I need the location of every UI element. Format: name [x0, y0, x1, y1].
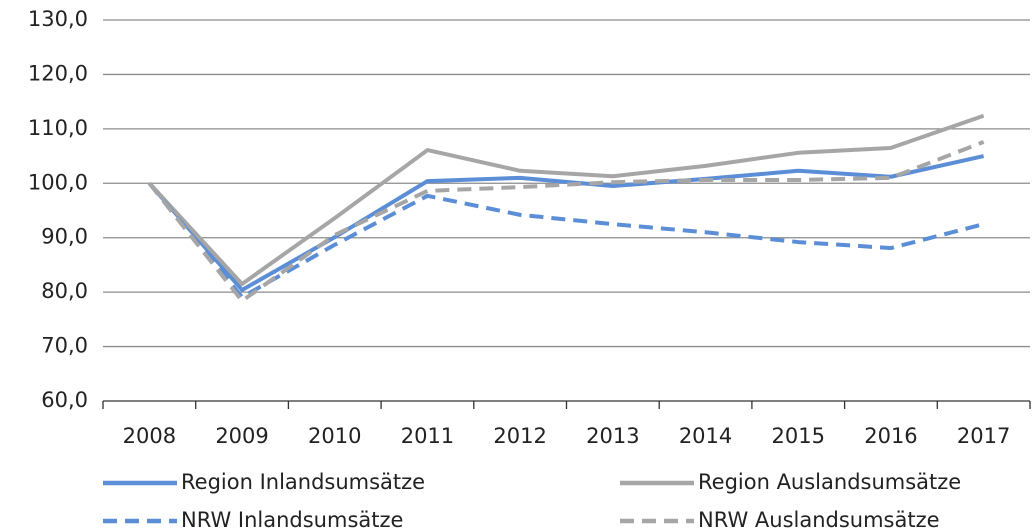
x-tick-label: 2011 — [401, 424, 454, 448]
x-tick-label: 2008 — [123, 424, 176, 448]
series-line — [147, 154, 985, 292]
y-tick-label: 80,0 — [41, 279, 88, 303]
x-tick-label: 2010 — [308, 424, 361, 448]
x-tick-label: 2016 — [864, 424, 917, 448]
series-line — [147, 113, 985, 286]
series-line — [147, 182, 985, 300]
y-tick-label: 70,0 — [41, 334, 88, 358]
y-tick-label: 90,0 — [41, 225, 88, 249]
x-tick-label: 2013 — [586, 424, 639, 448]
legend-label: NRW Auslandsumsätze — [698, 508, 940, 531]
y-tick-label: 130,0 — [28, 7, 88, 31]
series-line — [147, 140, 985, 303]
y-tick-label: 120,0 — [28, 61, 88, 85]
y-tick-label: 110,0 — [28, 116, 88, 140]
x-tick-label: 2014 — [679, 424, 732, 448]
x-tick-label: 2015 — [772, 424, 825, 448]
y-tick-label: 100,0 — [28, 170, 88, 194]
legend-label: NRW Inlandsumsätze — [181, 508, 403, 531]
x-tick-label: 2009 — [215, 424, 268, 448]
legend-label: Region Inlandsumsätze — [181, 470, 425, 494]
x-tick-label: 2017 — [957, 424, 1010, 448]
x-tick-label: 2012 — [493, 424, 546, 448]
legend-label: Region Auslandsumsätze — [698, 470, 961, 494]
y-tick-label: 60,0 — [41, 388, 88, 412]
